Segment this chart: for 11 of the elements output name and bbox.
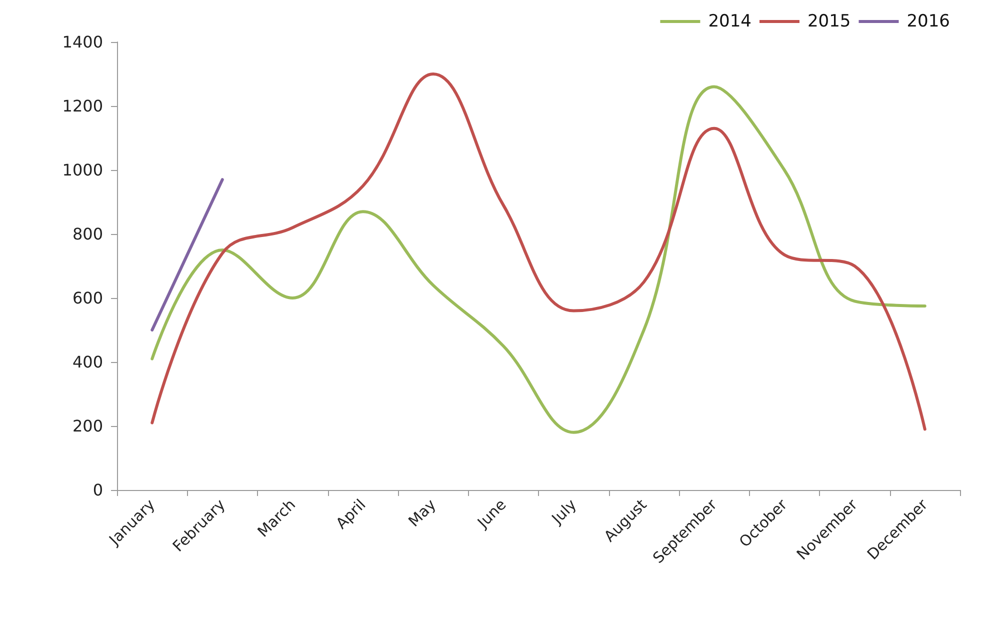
legend-label: 2016 xyxy=(906,12,950,32)
legend-label: 2014 xyxy=(708,12,752,32)
y-tick-label: 600 xyxy=(72,288,103,308)
legend-label: 2015 xyxy=(807,12,851,32)
y-tick-label: 400 xyxy=(72,352,103,372)
y-tick-label: 1400 xyxy=(62,32,103,52)
y-tick-label: 800 xyxy=(72,224,103,244)
y-tick-label: 200 xyxy=(72,416,103,436)
y-tick-label: 1000 xyxy=(62,160,103,180)
y-tick-label: 1200 xyxy=(62,96,103,116)
y-tick-label: 0 xyxy=(92,480,103,500)
